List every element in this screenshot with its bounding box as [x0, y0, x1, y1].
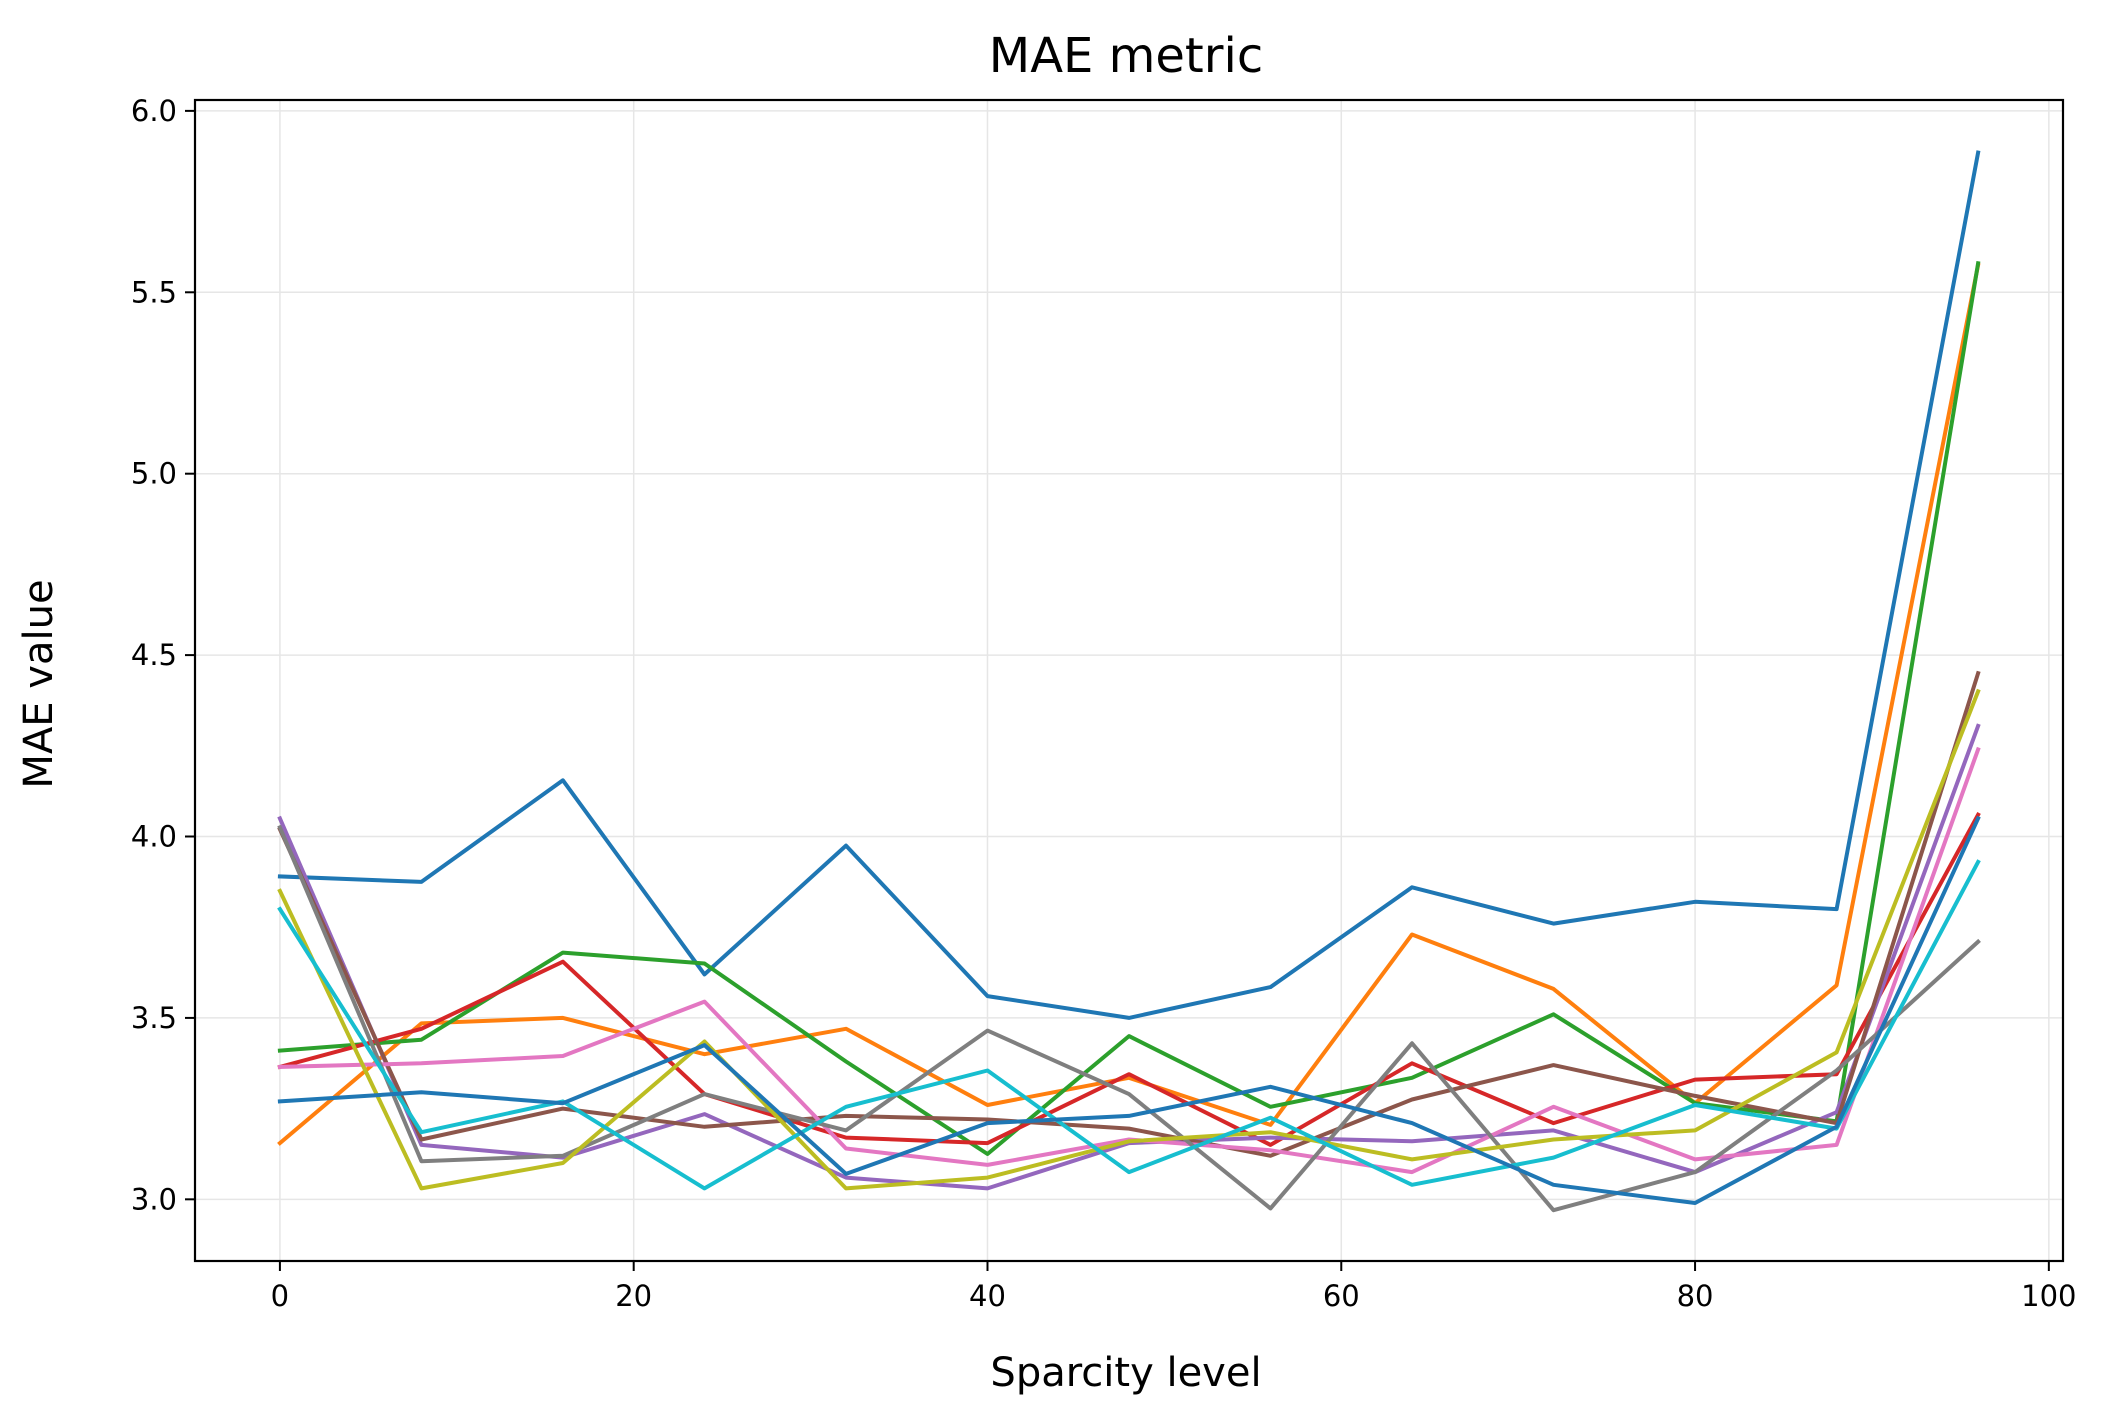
y-tick-label: 5.5 [131, 275, 177, 309]
plot-area-frame [193, 98, 2065, 1263]
x-tick-label: 40 [969, 1279, 1006, 1313]
y-tick-label: 5.0 [131, 457, 177, 491]
series-lines [277, 150, 1981, 1213]
x-tick-label: 80 [1677, 1279, 1714, 1313]
series-line-4 [277, 811, 1981, 1147]
series-line-1 [277, 150, 1981, 1020]
series-line-11 [277, 815, 1981, 1205]
y-tick-label: 3.0 [131, 1182, 177, 1216]
y-tick-label: 4.0 [131, 820, 177, 854]
y-tick-label: 3.5 [131, 1001, 177, 1035]
y-axis-title: MAE value [16, 579, 62, 788]
x-axis-ticks: 0 20 40 60 80 100 [271, 1261, 2077, 1313]
y-tick-label: 4.5 [131, 638, 177, 672]
x-tick-label: 0 [271, 1279, 289, 1313]
x-axis-title: Sparcity level [990, 1350, 1261, 1396]
chart-title: MAE metric [989, 28, 1263, 84]
x-tick-label: 60 [1323, 1279, 1360, 1313]
series-line-6 [277, 670, 1981, 1158]
series-line-9 [277, 688, 1981, 1191]
grid-lines [195, 100, 2063, 1261]
y-axis-ticks: 3.0 3.5 4.0 4.5 5.0 5.5 6.0 [131, 94, 195, 1216]
series-line-8 [277, 824, 1981, 1213]
x-tick-label: 100 [2021, 1279, 2076, 1313]
y-tick-label: 6.0 [131, 94, 177, 128]
x-tick-label: 20 [615, 1279, 652, 1313]
